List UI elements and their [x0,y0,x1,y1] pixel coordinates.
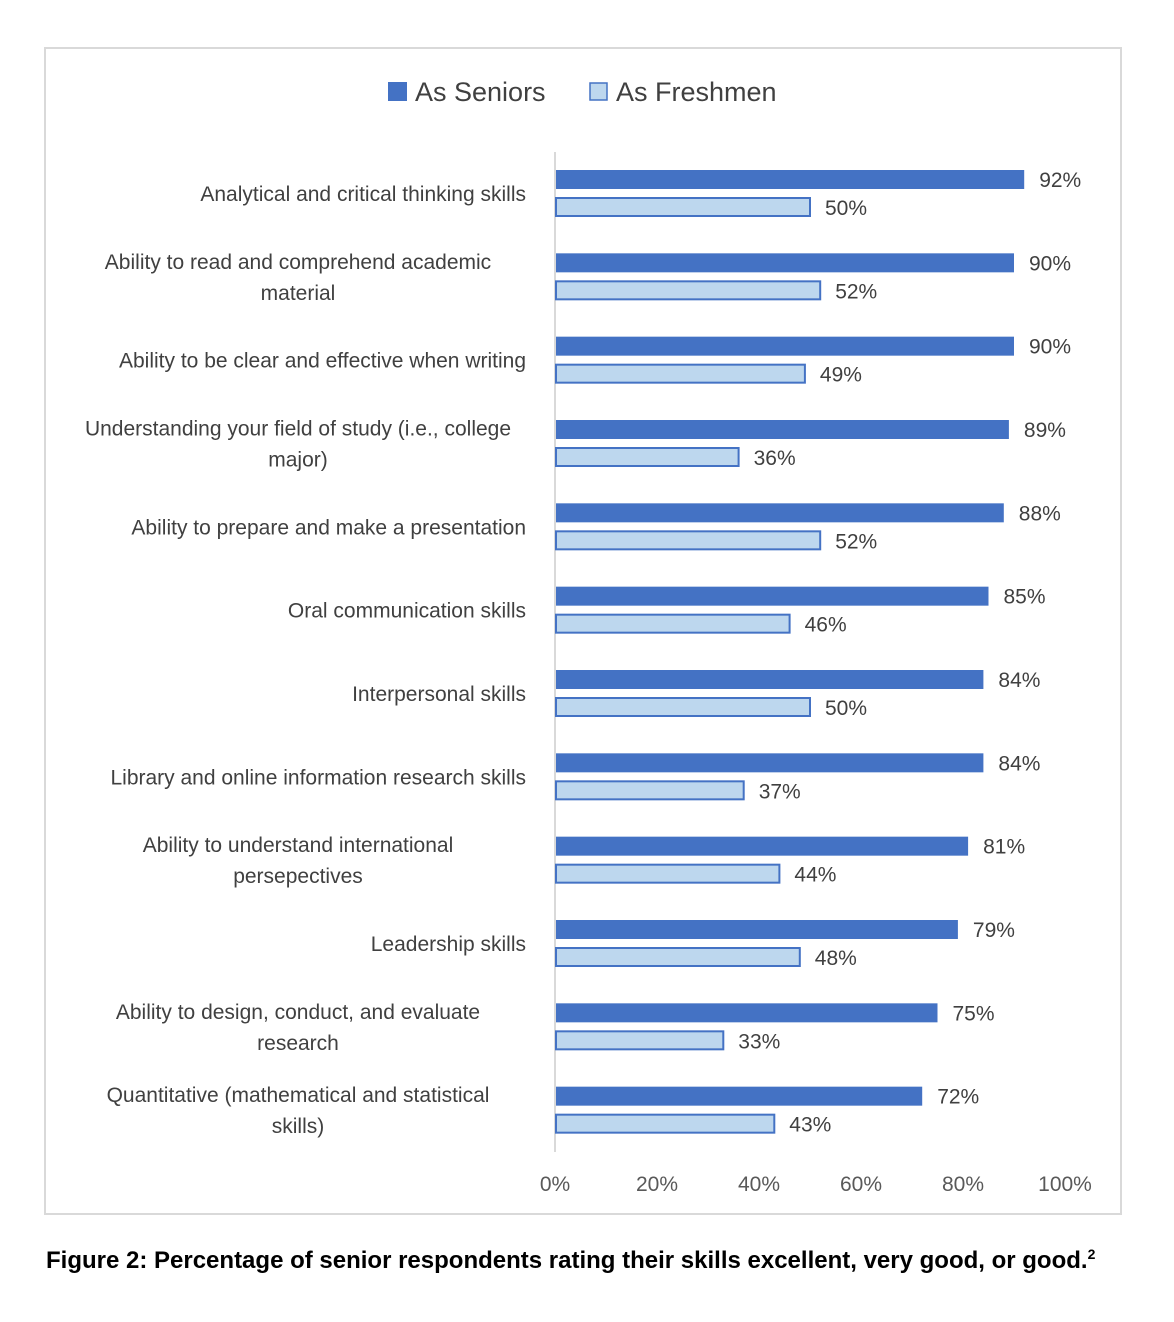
category-label: Leadership skills [371,933,526,956]
bar-seniors [556,586,989,606]
category-label: skills) [272,1115,325,1138]
bar-seniors [556,836,969,856]
x-tick-label: 40% [738,1173,780,1196]
legend-label-seniors: As Seniors [415,77,546,107]
bar-seniors [556,253,1014,273]
x-tick-label: 80% [942,1173,984,1196]
data-label-seniors: 90% [1029,336,1071,359]
data-label-seniors: 89% [1024,419,1066,442]
bar-freshmen [555,363,806,384]
x-tick-label: 60% [840,1173,882,1196]
bar-freshmen [555,280,822,301]
category-label: Oral communication skills [288,600,526,623]
data-label-seniors: 90% [1029,252,1071,275]
data-label-freshmen: 49% [820,364,862,387]
bar-seniors [556,1003,938,1023]
chart-frame [44,47,1122,1215]
x-tick-label: 0% [540,1173,570,1196]
data-label-seniors: 72% [937,1086,979,1109]
bar-seniors [556,336,1014,356]
bar-seniors [556,420,1009,439]
data-label-freshmen: 50% [825,197,867,220]
bar-freshmen [555,947,801,967]
figure-caption: Figure 2: Percentage of senior responden… [46,1246,1156,1275]
data-label-freshmen: 36% [754,447,796,470]
bar-freshmen [555,447,740,467]
caption-footnote-ref: 2 [1087,1246,1096,1262]
bar-freshmen [555,1113,776,1134]
category-label: Library and online information research … [110,766,526,789]
category-label: major) [268,449,328,472]
data-label-freshmen: 37% [759,780,801,803]
data-label-seniors: 75% [953,1002,995,1025]
category-label: material [261,282,336,305]
data-label-freshmen: 46% [805,614,847,637]
category-label: Ability to design, conduct, and evaluate [116,1001,480,1024]
category-label: Understanding your field of study (i.e.,… [85,418,511,441]
category-label: Ability to understand international [143,834,454,857]
data-label-freshmen: 33% [738,1030,780,1053]
data-label-seniors: 88% [1019,502,1061,525]
data-label-seniors: 85% [1004,586,1046,609]
bar-seniors [556,670,984,689]
bar-freshmen [555,863,781,884]
data-label-freshmen: 50% [825,697,867,720]
data-label-seniors: 84% [998,669,1040,692]
bar-freshmen [555,613,791,634]
bar-freshmen [555,697,811,717]
data-label-seniors: 92% [1039,169,1081,192]
data-label-seniors: 81% [983,836,1025,859]
data-label-freshmen: 44% [794,864,836,887]
category-label: persepectives [233,865,363,888]
bar-seniors [556,1086,923,1106]
bar-freshmen [555,1030,725,1051]
data-label-seniors: 79% [973,919,1015,942]
bar-seniors [556,170,1025,189]
legend-label-freshmen: As Freshmen [616,77,777,107]
category-label: Analytical and critical thinking skills [200,183,526,206]
legend-swatch-freshmen [589,82,608,101]
x-tick-label: 20% [636,1173,678,1196]
category-label: research [257,1032,339,1055]
category-label: Interpersonal skills [352,683,526,706]
data-label-freshmen: 52% [835,280,877,303]
bar-seniors [556,503,1004,523]
x-tick-label: 100% [1038,1173,1092,1196]
bar-seniors [556,753,984,773]
data-label-freshmen: 52% [835,530,877,553]
caption-text: Figure 2: Percentage of senior responden… [46,1247,1088,1274]
category-label: Ability to be clear and effective when w… [119,350,526,373]
bar-chart: As Seniors As Freshmen 92% 50% Analytical an… [85,77,1092,1196]
bar-freshmen [555,530,822,551]
bar-freshmen [555,197,811,217]
data-label-freshmen: 48% [815,947,857,970]
data-label-seniors: 84% [998,752,1040,775]
bar-freshmen [555,780,745,801]
category-label: Ability to prepare and make a presentati… [131,516,526,539]
bar-seniors [556,920,958,939]
category-label: Quantitative (mathematical and statistic… [107,1084,490,1107]
legend-swatch-seniors [388,82,407,101]
category-label: Ability to read and comprehend academic [105,251,491,274]
data-label-freshmen: 43% [789,1114,831,1137]
